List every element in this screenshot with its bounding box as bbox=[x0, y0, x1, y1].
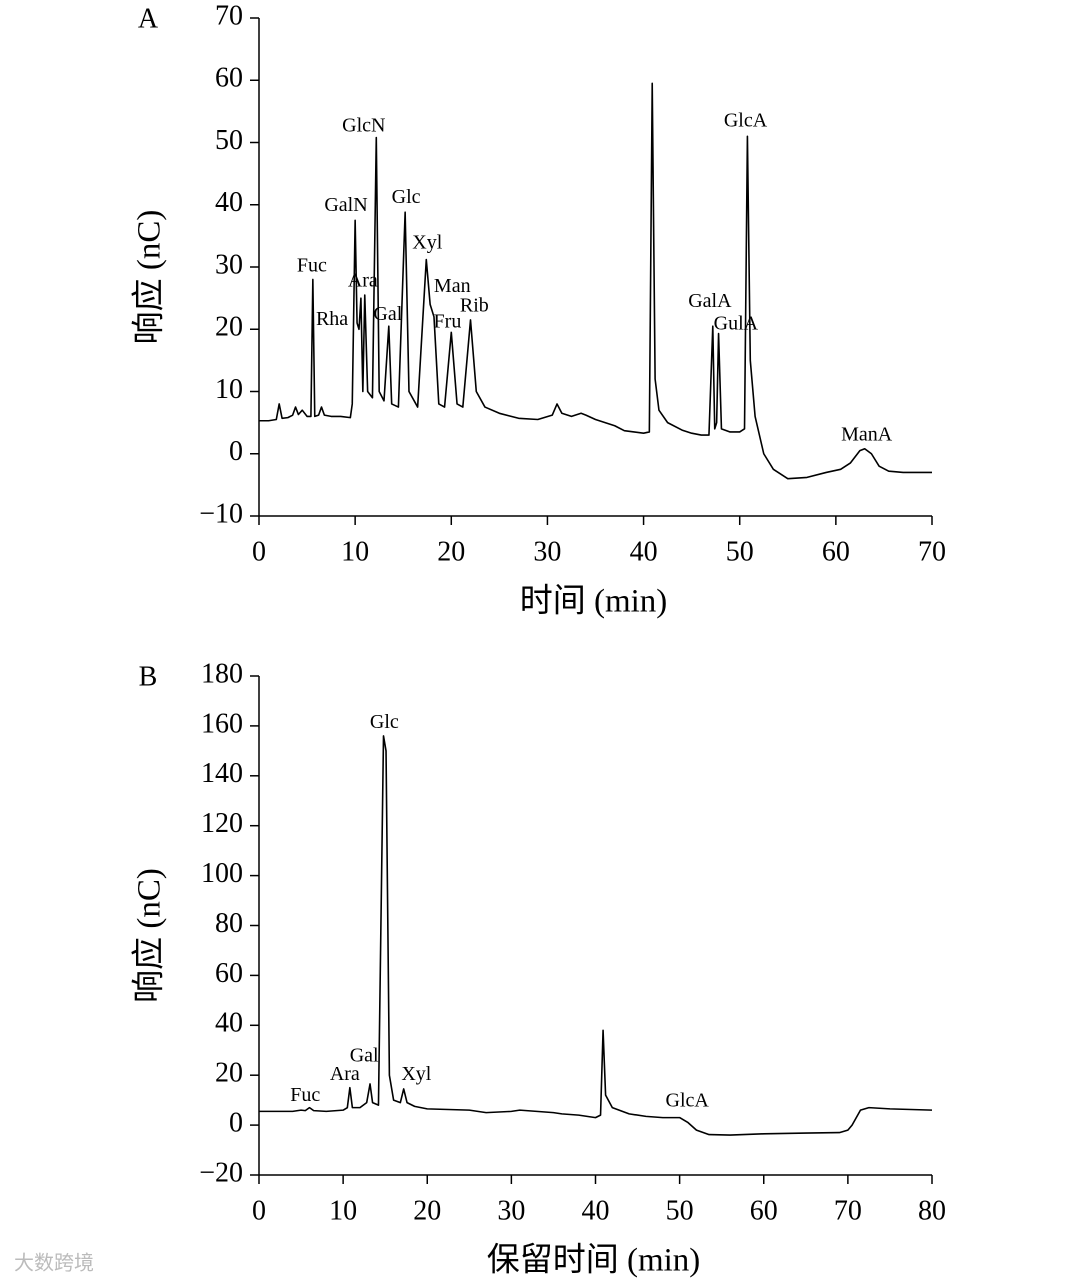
y-tick-label: 60 bbox=[215, 958, 243, 989]
y-tick-label: 20 bbox=[215, 1058, 243, 1089]
peak-label: Glc bbox=[370, 711, 399, 733]
y-tick-label: 10 bbox=[215, 374, 243, 405]
x-tick-label: 80 bbox=[918, 1195, 946, 1226]
peak-label: GulA bbox=[714, 312, 759, 334]
y-tick-label: 60 bbox=[215, 63, 243, 94]
peak-label: Ara bbox=[348, 270, 378, 292]
peak-label: ManA bbox=[841, 423, 893, 445]
chromatogram-line bbox=[259, 735, 933, 1136]
x-tick-label: 50 bbox=[666, 1195, 694, 1226]
peak-label: Glc bbox=[392, 186, 421, 208]
x-tick-label: 10 bbox=[341, 536, 369, 567]
y-tick-label: 70 bbox=[215, 0, 243, 31]
peak-label: GalA bbox=[688, 290, 732, 312]
y-tick-label: 120 bbox=[201, 808, 243, 839]
x-tick-label: 50 bbox=[726, 536, 754, 567]
peak-label: Fuc bbox=[290, 1084, 320, 1106]
x-tick-label: 10 bbox=[329, 1195, 357, 1226]
y-tick-label: 80 bbox=[215, 908, 243, 939]
y-tick-label: 140 bbox=[201, 758, 243, 789]
chromatogram-line bbox=[259, 82, 932, 480]
peak-label: Rha bbox=[316, 308, 348, 330]
y-axis-label: 响应 (nC) bbox=[131, 210, 168, 345]
x-tick-label: 20 bbox=[413, 1195, 441, 1226]
peak-label: Fru bbox=[434, 311, 462, 333]
x-axis-label: 保留时间 (min) bbox=[487, 1242, 701, 1279]
peak-label: Xyl bbox=[412, 232, 442, 254]
x-tick-label: 30 bbox=[533, 536, 561, 567]
x-axis-label: 时间 (min) bbox=[520, 584, 668, 620]
y-tick-label: 50 bbox=[215, 125, 243, 156]
x-tick-label: 40 bbox=[630, 536, 658, 567]
y-tick-label: 100 bbox=[201, 858, 243, 889]
watermark: 大数跨境 bbox=[14, 1251, 94, 1275]
x-tick-label: 70 bbox=[918, 536, 946, 567]
y-tick-label: 0 bbox=[229, 436, 243, 467]
peak-label: Xyl bbox=[401, 1063, 431, 1085]
peak-label: GalN bbox=[324, 194, 367, 216]
y-tick-label: 160 bbox=[201, 708, 243, 739]
peak-label: Gal bbox=[373, 303, 402, 325]
x-tick-label: 40 bbox=[582, 1195, 610, 1226]
panel-label: A bbox=[138, 3, 159, 34]
y-tick-label: 40 bbox=[215, 187, 243, 218]
x-tick-label: 30 bbox=[497, 1195, 525, 1226]
peak-label: Ara bbox=[330, 1063, 360, 1085]
y-axis-label: 响应 (nC) bbox=[131, 868, 168, 1003]
y-tick-label: 180 bbox=[201, 658, 243, 689]
peak-label: Fuc bbox=[297, 255, 327, 277]
peak-label: GlcA bbox=[666, 1090, 710, 1112]
x-tick-label: 0 bbox=[252, 1195, 266, 1226]
peak-label: GlcN bbox=[342, 115, 385, 137]
peak-label: Rib bbox=[460, 294, 489, 316]
y-tick-label: 40 bbox=[215, 1008, 243, 1039]
peak-label: GlcA bbox=[724, 110, 768, 132]
x-tick-label: 60 bbox=[822, 536, 850, 567]
y-tick-label: −20 bbox=[199, 1157, 243, 1188]
y-tick-label: 30 bbox=[215, 249, 243, 280]
y-tick-label: 0 bbox=[229, 1108, 243, 1139]
x-tick-label: 0 bbox=[252, 536, 266, 567]
peak-label: Gal bbox=[350, 1045, 379, 1067]
y-tick-label: −10 bbox=[199, 498, 243, 529]
x-tick-label: 60 bbox=[750, 1195, 778, 1226]
y-tick-label: 20 bbox=[215, 312, 243, 343]
x-tick-label: 20 bbox=[437, 536, 465, 567]
x-tick-label: 70 bbox=[834, 1195, 862, 1226]
panel-label: B bbox=[139, 661, 158, 692]
peak-label: Man bbox=[434, 275, 471, 297]
